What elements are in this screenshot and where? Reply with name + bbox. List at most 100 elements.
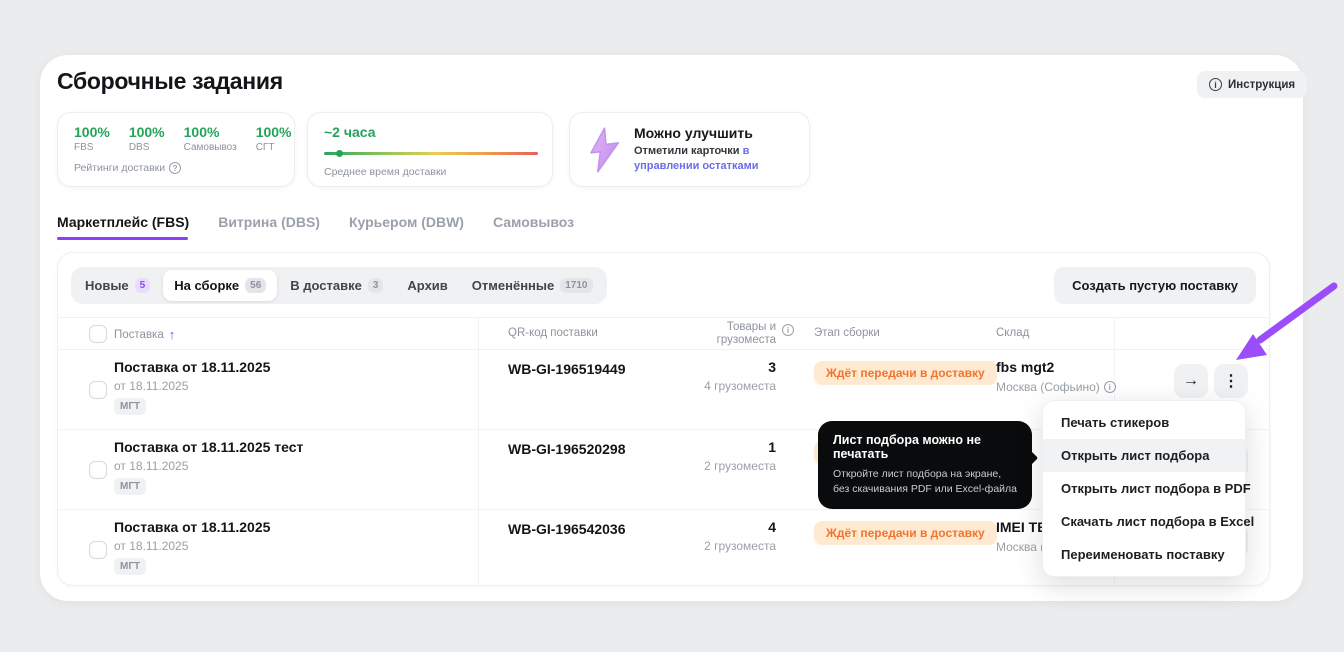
stage-badge: Ждёт передачи в доставку (814, 521, 997, 545)
supply-date: от 18.11.2025 (114, 539, 189, 553)
select-all-checkbox[interactable] (89, 325, 107, 343)
arrow-right-icon: → (1183, 372, 1199, 389)
supply-date: от 18.11.2025 (114, 459, 189, 473)
filter-assembling[interactable]: На сборке 56 (163, 270, 278, 301)
rating-label: СГТ (255, 142, 275, 153)
cargo-places: 4 грузоместа (704, 379, 776, 393)
filter-label: Новые (85, 278, 129, 293)
goods-count: 4 (768, 519, 776, 535)
supply-tag: МГТ (114, 558, 147, 575)
column-label: Поставка (114, 328, 164, 341)
gradient-marker-icon (336, 150, 343, 157)
supply-title[interactable]: Поставка от 18.11.2025 (114, 519, 271, 535)
avg-delivery-time-card: ~2 часа Среднее время доставки (307, 112, 553, 187)
delivery-time-value: ~2 часа (324, 124, 376, 140)
supply-title[interactable]: Поставка от 18.11.2025 тест (114, 439, 304, 455)
delivery-time-caption: Среднее время доставки (324, 166, 447, 178)
rating-value: 100% (128, 124, 165, 140)
filter-count-badge: 3 (367, 278, 384, 293)
rating-fbs: 100% FBS (74, 124, 110, 153)
row-checkbox[interactable] (89, 541, 107, 559)
info-icon[interactable]: i (782, 324, 794, 336)
filter-archive[interactable]: Архив (396, 270, 458, 301)
stage-badge: Ждёт передачи в доставку (814, 361, 997, 385)
column-header-qr: QR-код поставки (508, 327, 598, 339)
stock-management-link[interactable]: в управлении остатками (634, 145, 759, 172)
rating-sgt: 100% СГТ (256, 124, 292, 153)
row-checkbox[interactable] (89, 381, 107, 399)
filter-count-badge: 56 (245, 278, 267, 293)
sort-asc-icon: ↑ (168, 327, 176, 342)
goods-count: 3 (768, 359, 776, 375)
filter-label: Архив (407, 278, 448, 293)
rating-label: FBS (74, 142, 94, 153)
column-header-warehouse: Склад (996, 327, 1030, 339)
filter-new[interactable]: Новые 5 (74, 270, 161, 301)
tab-courier-dbw[interactable]: Курьером (DBW) (348, 214, 464, 230)
supply-date: от 18.11.2025 (114, 379, 189, 393)
tooltip-body: Откройте лист подбора на экране, без ска… (833, 468, 1017, 495)
warehouse-name: fbs mgt2 (996, 359, 1055, 375)
tooltip-title: Лист подбора можно не печатать (833, 433, 981, 461)
delivery-time-scale (324, 150, 538, 157)
warehouse-city: Москва (Софьино) i (996, 380, 1116, 394)
supply-tag: МГТ (114, 398, 147, 415)
lightning-icon (590, 126, 620, 173)
column-label: Товары и (726, 321, 776, 333)
column-header-stage: Этап сборки (814, 327, 880, 339)
instruction-button[interactable]: i Инструкция (1197, 71, 1308, 98)
menu-item-download-picking-list-excel[interactable]: Скачать лист подбора в Excel (1061, 514, 1255, 529)
page-title: Сборочные задания (57, 68, 283, 94)
rating-label: DBS (128, 142, 150, 153)
help-icon[interactable]: ? (169, 162, 182, 174)
row-menu-button[interactable]: ⋮ (1214, 364, 1248, 398)
rating-dbs: 100% DBS (129, 124, 165, 153)
filter-count-badge: 5 (134, 278, 151, 293)
goods-count: 1 (768, 439, 776, 455)
info-icon: i (1209, 78, 1222, 91)
supply-title[interactable]: Поставка от 18.11.2025 (114, 359, 271, 375)
row-checkbox[interactable] (89, 461, 107, 479)
table-header: Поставка ↑ QR-код поставки Товары и груз… (58, 317, 1269, 350)
rating-value: 100% (255, 124, 292, 140)
gradient-bar (324, 152, 538, 155)
ratings-caption: Рейтинги доставки (74, 162, 166, 174)
picking-list-tooltip: Лист подбора можно не печатать Откройте … (818, 421, 1039, 510)
active-tab-underline (57, 237, 188, 240)
menu-item-open-picking-list[interactable]: Открыть лист подбора (1043, 439, 1245, 472)
kebab-icon: ⋮ (1223, 373, 1239, 390)
tab-vitrina-dbs[interactable]: Витрина (DBS) (218, 214, 320, 230)
column-header-goods: Товары и грузоместа (618, 321, 776, 347)
create-empty-supply-button[interactable]: Создать пустую поставку (1054, 267, 1256, 304)
supply-qr: WB-GI-196542036 (508, 521, 626, 537)
filter-cancelled[interactable]: Отменённые 1710 (461, 270, 604, 301)
rating-pickup: 100% Самовывоз (184, 124, 237, 153)
filter-label: На сборке (174, 278, 240, 293)
column-divider (478, 317, 479, 585)
improve-card: Можно улучшить Отметили карточки в управ… (569, 112, 810, 187)
open-supply-button[interactable]: → (1174, 364, 1208, 398)
filter-label: В доставке (290, 278, 362, 293)
cargo-places: 2 грузоместа (704, 459, 776, 473)
rating-value: 100% (74, 124, 110, 140)
tab-pickup[interactable]: Самовывоз (492, 214, 575, 230)
rating-label: Самовывоз (183, 142, 237, 153)
menu-item-rename-supply[interactable]: Переименовать поставку (1061, 547, 1225, 562)
column-header-supply[interactable]: Поставка ↑ (114, 327, 175, 342)
table-row: Поставка от 18.11.2025 от 18.11.2025 МГТ… (58, 350, 1269, 430)
menu-item-open-picking-list-pdf[interactable]: Открыть лист подбора в PDF (1061, 481, 1251, 496)
instruction-label: Инструкция (1228, 78, 1296, 91)
filter-in-delivery[interactable]: В доставке 3 (279, 270, 394, 301)
cargo-places: 2 грузоместа (704, 539, 776, 553)
rating-value: 100% (183, 124, 220, 140)
info-icon[interactable]: i (1103, 381, 1116, 393)
tab-marketplace-fbs[interactable]: Маркетплейс (FBS) (57, 214, 190, 230)
column-label: грузоместа (716, 334, 776, 346)
supply-tag: МГТ (114, 478, 147, 495)
delivery-ratings-card: 100% FBS 100% DBS 100% Самовывоз 100% СГ… (57, 112, 295, 187)
supply-qr: WB-GI-196520298 (508, 441, 626, 457)
menu-item-print-stickers[interactable]: Печать стикеров (1061, 415, 1170, 430)
improve-text: Отметили карточки (634, 145, 743, 158)
filter-label: Отменённые (471, 278, 555, 293)
supply-qr: WB-GI-196519449 (508, 361, 626, 377)
